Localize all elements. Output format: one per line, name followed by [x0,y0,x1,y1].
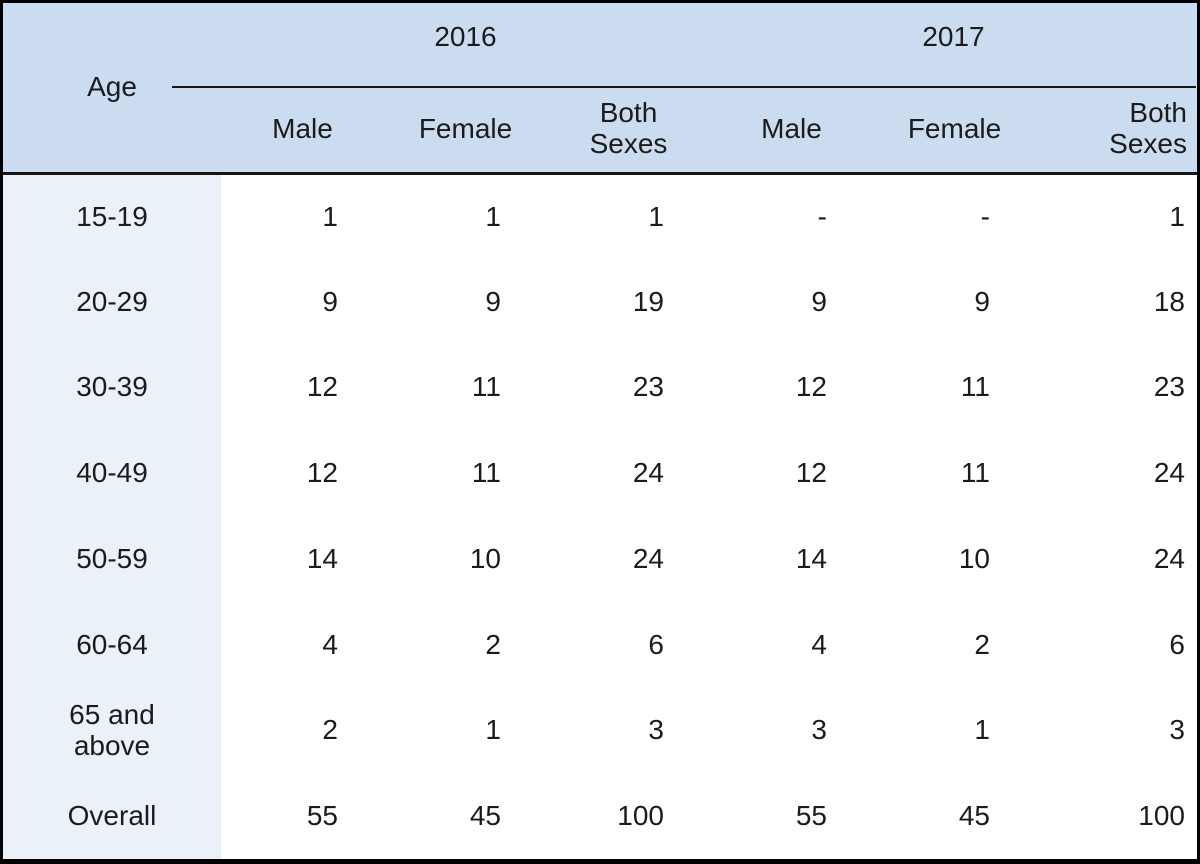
age-cell: Overall [3,773,221,859]
value-cell: 4 [221,601,384,688]
column-header-2017-female: Female [873,85,1036,175]
age-column-header: Age [3,3,221,175]
value-cell: 55 [221,773,384,859]
age-cell: 20-29 [3,258,221,345]
value-cell: 100 [1036,773,1197,859]
value-cell: 2 [873,601,1036,688]
age-label: 50-59 [76,542,148,574]
value-cell: 100 [547,773,710,859]
year-header-2017: 2017 [710,3,1197,85]
table-row: 60-64 4 2 6 4 2 6 [3,601,1197,688]
value-cell: 3 [1036,687,1197,774]
column-header-label: Female [418,112,513,144]
age-cell: 65 and above [3,687,221,774]
age-cell: 15-19 [3,173,221,259]
value-cell: 1 [873,687,1036,774]
table-body: 15-19 1 1 1 - - 1 20-29 9 9 19 9 9 18 30… [3,173,1197,859]
value-cell: 45 [873,773,1036,859]
value-cell: 55 [710,773,873,859]
year-header-2016: 2016 [221,3,710,85]
value-cell: 9 [384,258,547,345]
table-row: 20-29 9 9 19 9 9 18 [3,258,1197,345]
value-cell: 12 [710,430,873,516]
age-label: 40-49 [76,457,148,489]
age-label: 30-39 [76,371,148,403]
age-label: 15-19 [76,200,148,232]
value-cell: 9 [221,258,384,345]
table-row: 30-39 12 11 23 12 11 23 [3,344,1197,431]
value-cell: 1 [547,173,710,259]
column-header-2016-male: Male [221,85,384,175]
value-cell: 3 [710,687,873,774]
value-cell: 6 [547,601,710,688]
value-cell: 23 [1036,344,1197,431]
value-cell: 2 [221,687,384,774]
value-cell: - [710,173,873,259]
value-cell: 1 [1036,173,1197,259]
value-cell: 14 [221,516,384,602]
value-cell: 18 [1036,258,1197,345]
column-header-label: Female [907,112,1002,144]
value-cell: 2 [384,601,547,688]
value-cell: 12 [710,344,873,431]
column-header-2016-female: Female [384,85,547,175]
value-cell: 12 [221,430,384,516]
value-cell: 45 [384,773,547,859]
value-cell: - [873,173,1036,259]
value-cell: 1 [384,687,547,774]
value-cell: 12 [221,344,384,431]
age-label: Overall [67,800,157,832]
value-cell: 11 [873,430,1036,516]
value-cell: 9 [873,258,1036,345]
value-cell: 19 [547,258,710,345]
table-header: Age 2016 2017 Male Female Both Sexes Mal… [3,3,1197,175]
column-header-label: Both Sexes [589,96,668,160]
value-cell: 10 [873,516,1036,602]
value-cell: 14 [710,516,873,602]
age-label: 60-64 [76,628,148,660]
table-row: Overall 55 45 100 55 45 100 [3,773,1197,859]
column-header-2016-both-sexes: Both Sexes [547,85,710,175]
sex-header-row: Male Female Both Sexes Male Female Both … [3,85,1197,175]
table-row: 40-49 12 11 24 12 11 24 [3,430,1197,516]
year-group-underline [172,86,1196,88]
column-header-label: Male [272,112,333,144]
value-cell: 1 [221,173,384,259]
column-header-2017-male: Male [710,85,873,175]
value-cell: 24 [547,430,710,516]
value-cell: 11 [384,430,547,516]
age-cell: 60-64 [3,601,221,688]
age-cell: 40-49 [3,430,221,516]
table-row: 65 and above 2 1 3 3 1 3 [3,687,1197,774]
age-cell: 30-39 [3,344,221,431]
value-cell: 24 [547,516,710,602]
value-cell: 1 [384,173,547,259]
value-cell: 11 [384,344,547,431]
value-cell: 9 [710,258,873,345]
value-cell: 6 [1036,601,1197,688]
column-header-label: Both Sexes [1109,96,1187,160]
value-cell: 4 [710,601,873,688]
age-label: 20-29 [76,285,148,317]
age-label: 65 and above [69,698,155,762]
column-header-label: Male [761,112,822,144]
age-cell: 50-59 [3,516,221,602]
table-row: 50-59 14 10 24 14 10 24 [3,516,1197,602]
value-cell: 3 [547,687,710,774]
value-cell: 10 [384,516,547,602]
value-cell: 23 [547,344,710,431]
year-header-row: Age 2016 2017 [3,3,1197,175]
table-row: 15-19 1 1 1 - - 1 [3,173,1197,259]
value-cell: 24 [1036,430,1197,516]
value-cell: 24 [1036,516,1197,602]
value-cell: 11 [873,344,1036,431]
data-table: Age 2016 2017 Male Female Both Sexes Mal… [3,3,1197,859]
column-header-2017-both-sexes: Both Sexes [1036,85,1197,175]
